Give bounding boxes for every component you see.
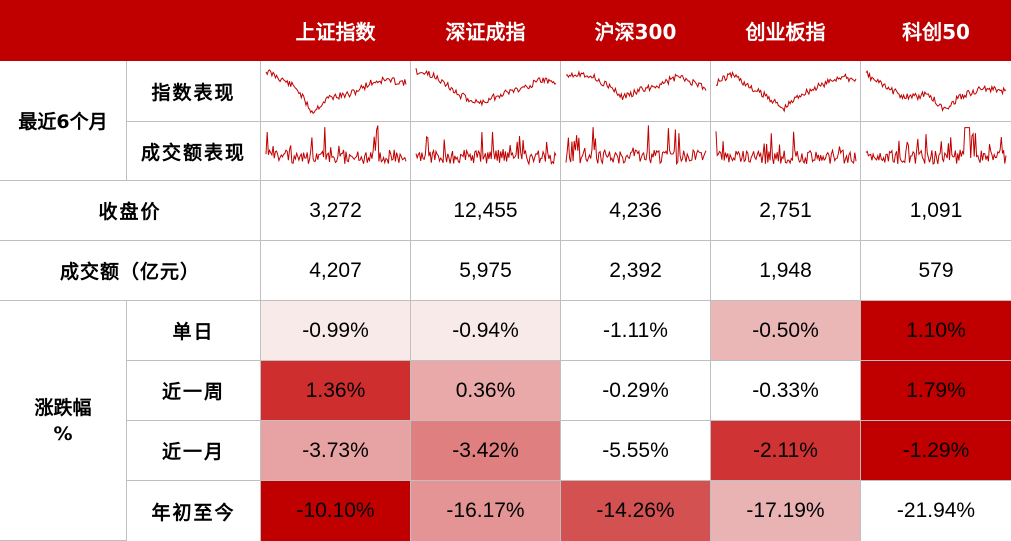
sparkline-path [415,67,556,107]
volume-sparkline-cell-5 [861,122,1011,181]
sparkline-path [865,126,1007,165]
header-csi300: 沪深300 [561,0,711,61]
volume-sparkline-cell-2 [411,122,561,181]
volume-sparkline-cell-3 [561,122,711,181]
change-week-1: 1.36% [261,361,411,421]
recent-6m-label: 最近6个月 [0,61,127,181]
change-day-3: -1.11% [561,301,711,361]
change-day-4: -0.50% [711,301,861,361]
change-day-5: 1.10% [861,301,1011,361]
volume-value-4: 1,948 [711,241,861,301]
change-day-1: -0.99% [261,301,411,361]
header-star50: 科创50 [861,0,1011,61]
change-week-4: -0.33% [711,361,861,421]
close-value-5: 1,091 [861,181,1011,241]
index-sparkline-cell-4 [711,61,861,122]
change-month-3: -5.55% [561,421,711,481]
volume-label: 成交额（亿元） [0,241,261,301]
row-label-day: 单日 [127,301,261,361]
row-label-week: 近一周 [127,361,261,421]
sparkline-path [715,70,856,113]
sparkline-path [415,131,556,166]
change-ytd-3: -14.26% [561,481,711,541]
change-label-unit: % [53,422,73,445]
volume-sparkline-cell-4 [711,122,861,181]
sparkline-path [565,69,706,100]
volume-sparkline-cell-1 [261,122,411,181]
index-sparkline-cell-3 [561,61,711,122]
change-month-1: -3.73% [261,421,411,481]
change-week-5: 1.79% [861,361,1011,421]
sparkline-path [715,130,856,164]
index-sparkline-2 [415,67,556,107]
header-corner [0,0,261,61]
change-ytd-1: -10.10% [261,481,411,541]
index-sparkline-4 [715,70,856,113]
index-sparkline-cell-1 [261,61,411,122]
change-day-2: -0.94% [411,301,561,361]
close-label: 收盘价 [0,181,261,241]
change-ytd-2: -16.17% [411,481,561,541]
change-week-2: 0.36% [411,361,561,421]
row-label-month: 近一月 [127,421,261,481]
change-ytd-5: -21.94% [861,481,1011,541]
row-label-ytd: 年初至今 [127,481,261,541]
volume-sparkline-4 [715,130,856,164]
volume-value-1: 4,207 [261,241,411,301]
volume-sparkline-1 [265,124,406,165]
change-month-5: -1.29% [861,421,1011,481]
sparkline-path [565,124,706,165]
index-sparkline-cell-2 [411,61,561,122]
header-shanghai: 上证指数 [261,0,411,61]
change-month-2: -3.42% [411,421,561,481]
close-value-1: 3,272 [261,181,411,241]
change-ytd-4: -17.19% [711,481,861,541]
close-value-3: 4,236 [561,181,711,241]
index-sparkline-5 [865,69,1007,112]
sparkline-path [265,124,406,165]
index-sparkline-cell-5 [861,61,1011,122]
volume-sparkline-3 [565,124,706,165]
change-week-3: -0.29% [561,361,711,421]
index-perf-label: 指数表现 [127,61,261,122]
index-sparkline-1 [265,68,406,114]
change-label: 涨跌幅 % [0,301,127,541]
volume-value-5: 579 [861,241,1011,301]
header-chinext: 创业板指 [711,0,861,61]
header-shenzhen: 深证成指 [411,0,561,61]
close-value-4: 2,751 [711,181,861,241]
volume-value-3: 2,392 [561,241,711,301]
index-sparkline-3 [565,69,706,100]
volume-sparkline-2 [415,131,556,166]
close-value-2: 12,455 [411,181,561,241]
change-label-text: 涨跌幅 [34,396,92,419]
sparkline-path [865,69,1007,112]
change-month-4: -2.11% [711,421,861,481]
sparkline-path [265,68,406,114]
volume-perf-label: 成交额表现 [127,122,261,181]
volume-value-2: 5,975 [411,241,561,301]
volume-sparkline-5 [865,126,1007,165]
